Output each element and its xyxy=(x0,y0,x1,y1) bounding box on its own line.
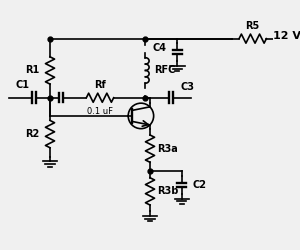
Text: C3: C3 xyxy=(180,82,194,92)
Text: C1: C1 xyxy=(16,80,30,90)
Text: C4: C4 xyxy=(152,43,167,53)
Text: 0.1 uF: 0.1 uF xyxy=(87,107,113,116)
Text: R3b: R3b xyxy=(157,186,179,196)
Text: C2: C2 xyxy=(193,180,207,190)
Text: R5: R5 xyxy=(246,21,260,31)
Text: R3a: R3a xyxy=(157,144,178,154)
Text: 12 V: 12 V xyxy=(273,31,300,41)
Text: Rf: Rf xyxy=(94,80,106,90)
Text: RFC: RFC xyxy=(154,66,176,76)
Text: R2: R2 xyxy=(25,129,39,139)
Text: R1: R1 xyxy=(25,66,39,76)
